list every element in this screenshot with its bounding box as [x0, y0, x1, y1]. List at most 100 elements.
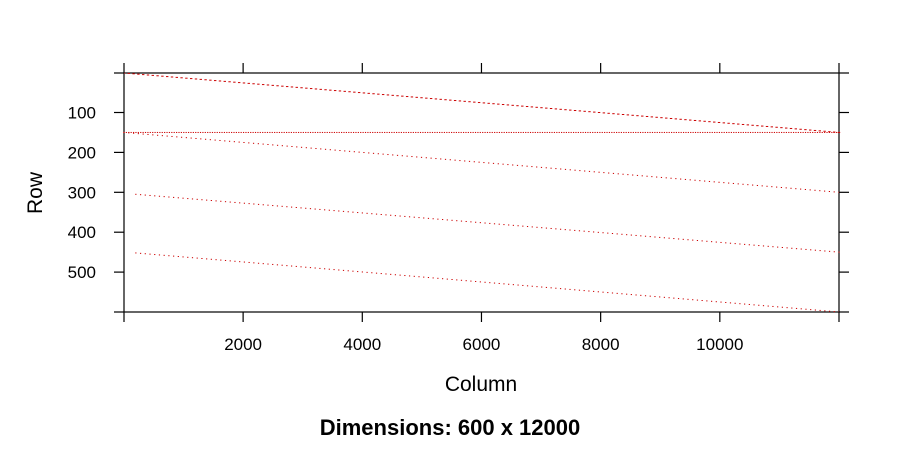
data-point	[710, 300, 713, 302]
data-point	[603, 172, 605, 174]
points-layer	[122, 72, 841, 313]
data-point	[539, 131, 541, 133]
data-point	[751, 124, 754, 126]
data-point	[790, 187, 792, 189]
data-point	[460, 131, 462, 133]
data-point	[166, 135, 168, 137]
data-point	[493, 223, 496, 225]
data-point	[508, 131, 510, 133]
data-point	[606, 131, 608, 133]
data-point	[127, 72, 130, 74]
data-point	[756, 184, 759, 186]
data-point	[776, 186, 778, 188]
data-point	[413, 216, 415, 218]
data-point	[339, 150, 341, 152]
data-point	[720, 301, 722, 303]
data-point	[486, 131, 489, 133]
data-point	[271, 84, 274, 86]
y-axis-right	[839, 72, 849, 313]
data-point	[574, 289, 576, 291]
data-point	[540, 166, 543, 168]
data-point	[199, 78, 202, 80]
data-point	[735, 131, 737, 133]
data-point	[762, 305, 765, 307]
data-point	[587, 131, 589, 133]
data-point	[430, 157, 432, 159]
data-point	[267, 263, 269, 265]
data-point	[328, 268, 330, 270]
data-point	[369, 131, 371, 133]
data-point	[764, 131, 766, 133]
data-point	[597, 112, 601, 113]
data-point	[814, 189, 816, 191]
data-point	[393, 131, 395, 133]
data-point	[201, 258, 203, 259]
data-point	[529, 131, 532, 133]
data-point	[663, 237, 665, 239]
data-point	[766, 185, 768, 187]
data-point	[781, 306, 783, 308]
data-point	[416, 156, 418, 158]
data-point	[824, 310, 826, 312]
data-point	[512, 284, 514, 286]
data-point	[362, 92, 366, 94]
data-point	[706, 240, 708, 242]
y-axis-left: 100 200 300 400 500	[68, 72, 124, 313]
data-point	[394, 215, 397, 217]
data-point	[690, 131, 692, 133]
data-point	[804, 131, 807, 133]
data-point	[550, 227, 552, 229]
data-point	[800, 248, 802, 250]
data-point	[740, 131, 742, 133]
data-point	[745, 131, 747, 133]
data-point	[669, 117, 673, 119]
data-point	[468, 160, 471, 162]
data-point	[144, 131, 147, 133]
data-point	[583, 110, 586, 112]
data-point	[711, 131, 713, 133]
x-tick-label-0: 2000	[224, 335, 262, 354]
data-point	[513, 131, 515, 133]
data-point	[324, 131, 326, 133]
data-point	[588, 170, 591, 172]
data-point	[573, 110, 577, 112]
data-point	[343, 90, 346, 92]
data-point	[317, 131, 319, 133]
data-point	[367, 92, 370, 94]
data-point	[439, 131, 441, 133]
data-point	[305, 87, 308, 89]
data-point	[135, 193, 137, 195]
data-point	[165, 76, 169, 78]
data-point	[384, 131, 386, 133]
data-point	[196, 198, 198, 200]
data-point	[698, 120, 702, 122]
data-point	[210, 200, 212, 202]
data-point	[636, 115, 639, 117]
data-point	[780, 127, 783, 129]
data-point	[361, 271, 363, 273]
data-point	[314, 88, 318, 90]
data-point	[637, 131, 639, 133]
data-point	[352, 270, 354, 272]
data-point	[173, 255, 175, 257]
data-point	[575, 131, 577, 133]
data-point	[154, 195, 156, 197]
data-point	[228, 140, 231, 142]
data-point	[372, 131, 374, 133]
data-point	[187, 256, 189, 258]
data-point	[656, 131, 658, 133]
data-point	[300, 207, 302, 209]
data-point	[321, 131, 324, 133]
data-point	[348, 131, 350, 133]
data-point	[558, 131, 560, 133]
data-point	[475, 280, 477, 282]
data-point	[479, 222, 481, 224]
data-point	[334, 149, 336, 151]
data-point	[583, 230, 585, 232]
data-point	[660, 117, 663, 119]
data-point	[757, 131, 759, 133]
data-point	[154, 254, 156, 256]
data-point	[156, 75, 159, 77]
data-point	[611, 233, 614, 235]
data-point	[296, 146, 298, 148]
